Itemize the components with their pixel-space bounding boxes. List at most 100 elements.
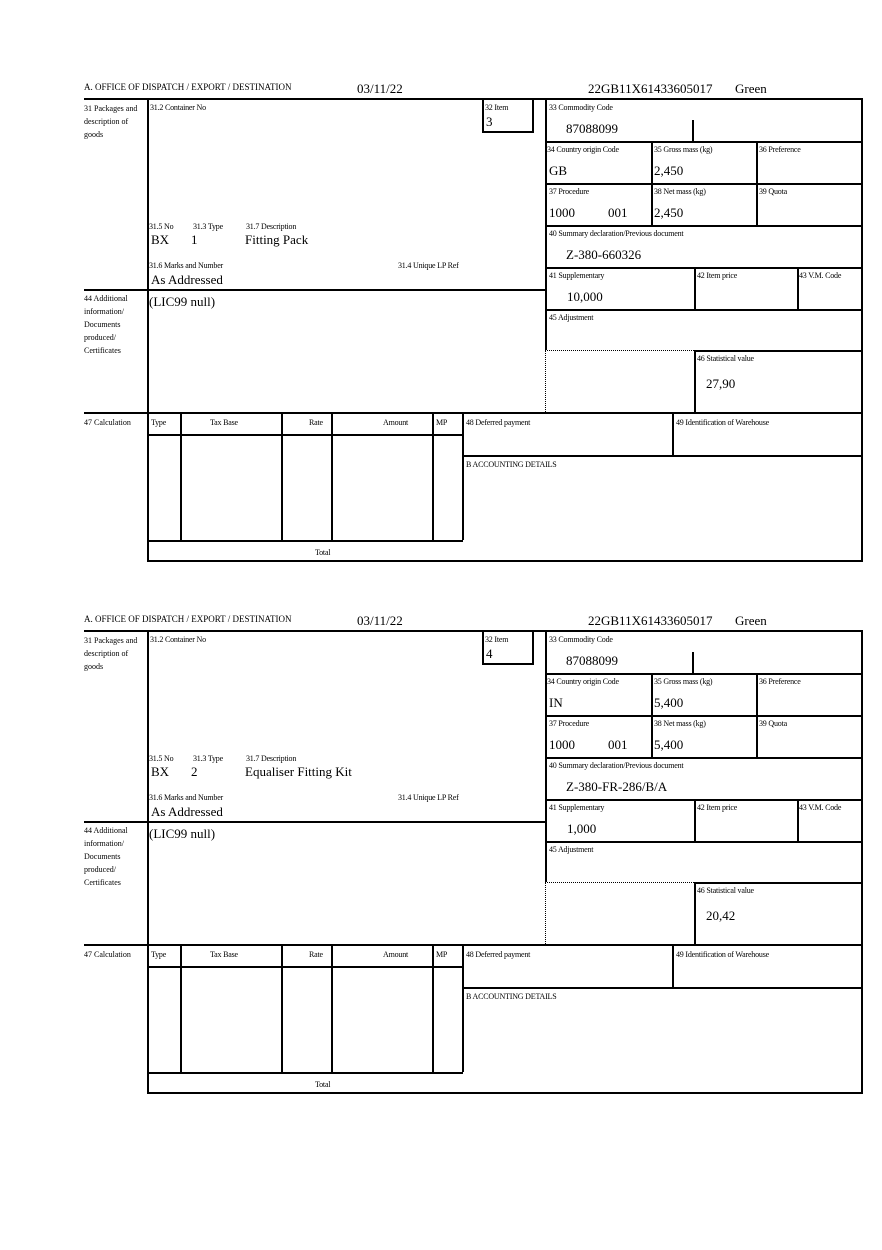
supplementary-label: 41 Supplementary bbox=[549, 803, 605, 812]
divider bbox=[532, 632, 534, 664]
divider bbox=[651, 141, 653, 225]
warehouse-label: 49 Identification of Warehouse bbox=[676, 950, 769, 959]
packages-label: 31 Packages and description of goods bbox=[84, 104, 138, 139]
summary-label: 40 Summary declaration/Previous document bbox=[549, 761, 684, 770]
pkg-kind: BX bbox=[151, 764, 170, 779]
divider bbox=[482, 100, 484, 132]
divider bbox=[545, 673, 862, 675]
gross-mass-value: 5,400 bbox=[654, 695, 684, 710]
route: Green bbox=[735, 613, 767, 628]
pkg-count: 1 bbox=[191, 232, 198, 247]
dotted-divider bbox=[545, 350, 546, 412]
calc-mp-header: MP bbox=[436, 950, 448, 959]
pkg-no-label: 31.5 No bbox=[149, 222, 174, 231]
divider bbox=[147, 966, 463, 968]
marks-label: 31.6 Marks and Number bbox=[149, 793, 224, 802]
divider bbox=[694, 882, 696, 944]
calc-amount-header: Amount bbox=[383, 950, 409, 959]
statistical-label: 46 Statistical value bbox=[697, 886, 754, 895]
date: 03/11/22 bbox=[357, 81, 403, 96]
divider bbox=[432, 944, 434, 1072]
accounting-label: B ACCOUNTING DETAILS bbox=[466, 992, 557, 1001]
divider bbox=[545, 183, 862, 185]
quota-label: 39 Quota bbox=[759, 187, 787, 196]
accounting-label: B ACCOUNTING DETAILS bbox=[466, 460, 557, 469]
divider bbox=[147, 560, 863, 562]
adjustment-label: 45 Adjustment bbox=[549, 845, 594, 854]
divider bbox=[545, 715, 862, 717]
divider bbox=[84, 944, 862, 946]
calc-rate-header: Rate bbox=[309, 950, 323, 959]
procedure-label: 37 Procedure bbox=[549, 187, 590, 196]
dotted-divider bbox=[545, 882, 546, 944]
deferred-payment-label: 48 Deferred payment bbox=[466, 950, 531, 959]
divider bbox=[147, 98, 149, 561]
warehouse-label: 49 Identification of Warehouse bbox=[676, 418, 769, 427]
supplementary-value: 1,000 bbox=[567, 821, 597, 836]
divider bbox=[482, 131, 534, 133]
divider bbox=[482, 632, 484, 664]
vm-code-label: 43 V.M. Code bbox=[799, 803, 842, 812]
divider bbox=[672, 412, 674, 455]
divider bbox=[84, 412, 862, 414]
divider bbox=[281, 412, 283, 540]
commodity-label: 33 Commodity Code bbox=[549, 103, 613, 112]
divider bbox=[147, 1072, 463, 1074]
pkg-count: 2 bbox=[191, 764, 198, 779]
vm-code-label: 43 V.M. Code bbox=[799, 271, 842, 280]
divider bbox=[462, 455, 862, 457]
dotted-divider bbox=[545, 350, 694, 351]
packages-label: 31 Packages and description of goods bbox=[84, 636, 138, 671]
country-value: IN bbox=[549, 695, 563, 710]
procedure-additional: 001 bbox=[608, 205, 628, 220]
commodity-code: 87088099 bbox=[566, 653, 618, 668]
divider bbox=[281, 944, 283, 1072]
description-label: 31.7 Description bbox=[246, 754, 297, 763]
divider bbox=[861, 630, 863, 1093]
additional-info-label: 44 Additional information/ Documents pro… bbox=[84, 826, 128, 887]
divider bbox=[545, 98, 547, 350]
office-label: A. OFFICE OF DISPATCH / EXPORT / DESTINA… bbox=[84, 614, 292, 624]
procedure-label: 37 Procedure bbox=[549, 719, 590, 728]
divider bbox=[331, 412, 333, 540]
date: 03/11/22 bbox=[357, 613, 403, 628]
divider bbox=[545, 630, 547, 882]
total-label: Total bbox=[315, 1080, 331, 1089]
adjustment-label: 45 Adjustment bbox=[549, 313, 594, 322]
calc-type-header: Type bbox=[151, 950, 167, 959]
divider bbox=[462, 944, 464, 1072]
procedure-value: 1000 bbox=[549, 737, 575, 752]
summary-document: Z-380-660326 bbox=[566, 247, 642, 262]
net-mass-value: 2,450 bbox=[654, 205, 684, 220]
procedure-value: 1000 bbox=[549, 205, 575, 220]
gross-mass-label: 35 Gross mass (kg) bbox=[654, 677, 713, 686]
preference-label: 36 Preference bbox=[759, 145, 801, 154]
divider bbox=[545, 799, 862, 801]
divider bbox=[84, 821, 546, 823]
item-number: 3 bbox=[486, 114, 493, 129]
divider bbox=[694, 799, 696, 841]
statistical-label: 46 Statistical value bbox=[697, 354, 754, 363]
divider bbox=[651, 673, 653, 757]
calc-type-header: Type bbox=[151, 418, 167, 427]
divider bbox=[331, 944, 333, 1072]
total-label: Total bbox=[315, 548, 331, 557]
item-form-block: A. OFFICE OF DISPATCH / EXPORT / DESTINA… bbox=[0, 612, 882, 1112]
divider bbox=[147, 630, 149, 1093]
summary-document: Z-380-FR-286/B/A bbox=[566, 779, 668, 794]
preference-label: 36 Preference bbox=[759, 677, 801, 686]
container-label: 31.2 Container No bbox=[150, 103, 206, 112]
marks-value: As Addressed bbox=[151, 272, 223, 287]
pkg-kind: BX bbox=[151, 232, 170, 247]
marks-label: 31.6 Marks and Number bbox=[149, 261, 224, 270]
divider bbox=[861, 98, 863, 561]
divider bbox=[545, 225, 862, 227]
additional-info-value: (LIC99 null) bbox=[149, 294, 216, 309]
calc-tax-base-header: Tax Base bbox=[210, 418, 238, 427]
supplementary-value: 10,000 bbox=[567, 289, 603, 304]
divider bbox=[147, 540, 463, 542]
item-label: 32 Item bbox=[485, 635, 509, 644]
divider bbox=[462, 987, 862, 989]
pkg-no-label: 31.5 No bbox=[149, 754, 174, 763]
